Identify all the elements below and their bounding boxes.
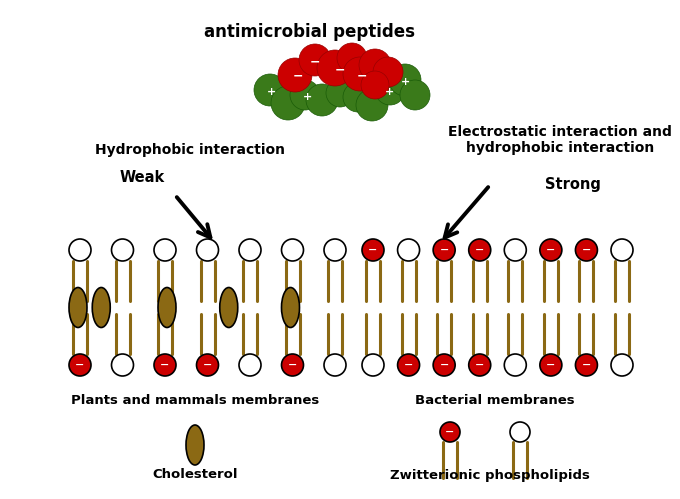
Text: Hydrophobic interaction: Hydrophobic interaction [95,143,285,157]
Circle shape [324,354,346,376]
Ellipse shape [220,287,238,327]
Text: −: − [582,360,591,370]
Text: +: + [303,92,311,102]
Text: antimicrobial peptides: antimicrobial peptides [205,23,415,41]
Text: −: − [439,360,449,370]
Circle shape [611,354,633,376]
Circle shape [359,49,391,81]
Text: +: + [401,77,411,87]
Circle shape [278,58,312,92]
Circle shape [362,354,384,376]
Circle shape [317,50,353,86]
Ellipse shape [92,287,110,327]
Text: −: − [293,69,303,82]
Text: Zwitterionic phospholipids: Zwitterionic phospholipids [390,469,590,482]
Circle shape [611,239,633,261]
Ellipse shape [158,287,176,327]
Text: −: − [404,360,413,370]
Circle shape [197,354,218,376]
Circle shape [197,239,218,261]
Text: −: − [335,63,345,76]
Circle shape [343,57,377,91]
Circle shape [398,354,420,376]
Circle shape [112,354,133,376]
Text: Plants and mammals membranes: Plants and mammals membranes [71,394,319,407]
Circle shape [337,43,367,73]
Circle shape [326,79,354,107]
Text: −: − [546,245,556,255]
Text: −: − [75,360,85,370]
Text: −: − [582,245,591,255]
Circle shape [469,354,491,376]
Text: −: − [546,360,556,370]
Text: Strong: Strong [545,178,601,193]
Circle shape [540,239,562,261]
Circle shape [575,239,598,261]
Text: Electrostatic interaction and
hydrophobic interaction: Electrostatic interaction and hydrophobi… [448,125,672,155]
Text: +: + [386,87,394,97]
Circle shape [343,82,373,112]
Circle shape [510,422,530,442]
Circle shape [469,239,491,261]
Text: Bacterial membranes: Bacterial membranes [415,394,575,407]
Text: −: − [475,245,484,255]
Text: −: − [288,360,297,370]
Circle shape [373,57,403,87]
Text: −: − [475,360,484,370]
Circle shape [433,354,455,376]
Circle shape [290,80,320,110]
Circle shape [69,354,91,376]
Text: −: − [439,245,449,255]
Circle shape [361,71,389,99]
Circle shape [505,239,526,261]
Text: Weak: Weak [120,171,165,186]
Circle shape [282,239,303,261]
Circle shape [575,354,598,376]
Circle shape [440,422,460,442]
Text: −: − [160,360,170,370]
Circle shape [69,239,91,261]
Circle shape [271,86,305,120]
Text: −: − [203,360,212,370]
Circle shape [362,239,384,261]
Circle shape [433,239,455,261]
Ellipse shape [282,287,299,327]
Circle shape [324,239,346,261]
Text: −: − [310,55,320,68]
Text: −: − [357,69,367,82]
Circle shape [282,354,303,376]
Circle shape [389,64,421,96]
Ellipse shape [186,425,204,465]
Circle shape [154,239,176,261]
Circle shape [299,44,331,76]
Circle shape [398,239,420,261]
Text: −: − [445,427,455,437]
Circle shape [112,239,133,261]
Circle shape [356,89,388,121]
Circle shape [154,354,176,376]
Circle shape [505,354,526,376]
Circle shape [239,239,261,261]
Circle shape [306,84,338,116]
Circle shape [375,75,405,105]
Circle shape [254,74,286,106]
Circle shape [540,354,562,376]
Ellipse shape [69,287,87,327]
Circle shape [400,80,430,110]
Circle shape [239,354,261,376]
Text: +: + [267,87,277,97]
Text: Cholesterol: Cholesterol [152,469,238,482]
Text: −: − [369,245,377,255]
